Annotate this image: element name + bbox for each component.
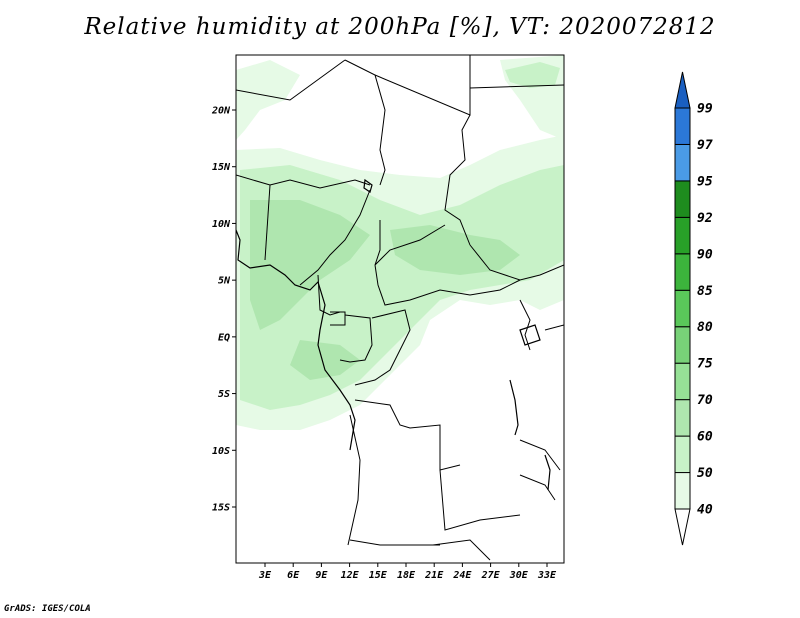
colorbar-segment [674, 326, 691, 364]
border-tanzania [519, 439, 561, 471]
plot-frame [235, 54, 565, 564]
lon-tick-label: 27E [481, 570, 501, 581]
border-nigeria-cameroon [299, 189, 371, 286]
colorbar-segment [674, 216, 691, 255]
border-southern [432, 539, 491, 561]
lon-tick-label: 33E [537, 570, 557, 581]
lat-tick-label: 10S [212, 446, 230, 457]
colorbar-label: 92 [697, 211, 713, 226]
humidity-band-northwest [236, 60, 300, 140]
lon-tick-label: 12E [341, 570, 360, 581]
humidity-shading [236, 55, 564, 430]
colorbar-label: 95 [697, 174, 713, 189]
lake-chad [363, 178, 373, 193]
border-chad-sudan [444, 114, 471, 246]
lon-tick-label: 30E [509, 570, 529, 581]
humidity-core-south [290, 340, 360, 380]
humidity-core-central [390, 225, 520, 275]
lat-tick-label: 10N [212, 219, 231, 230]
lon-tick-label: 9E [315, 570, 328, 581]
colorbar-label: 97 [697, 138, 713, 153]
colorbar-segment [674, 435, 691, 474]
border-algeria-niger [236, 59, 346, 101]
border-benin [264, 184, 271, 261]
lake-malawi [544, 454, 551, 491]
lat-tick-label: 5N [218, 276, 231, 287]
lat-tick-label: EQ [218, 332, 230, 343]
border-libya-sudan [469, 84, 564, 89]
chart-title: Relative humidity at 200hPa [%], VT: 202… [84, 14, 716, 40]
border-angola-coast [347, 414, 361, 546]
border-equatorial-guinea [330, 311, 346, 326]
country-borders [236, 55, 564, 561]
lon-tick-label: 3E [258, 570, 272, 581]
colorbar-segment [674, 180, 691, 218]
lon-tick-label: 24E [452, 570, 472, 581]
colorbar-segment [674, 399, 691, 437]
colorbar-label: 80 [697, 320, 713, 335]
border-drc-uganda [519, 299, 531, 351]
lat-tick-label: 20N [211, 106, 231, 117]
lat-tick-label: 15S [212, 503, 230, 514]
colorbar-arrow-high [674, 71, 691, 109]
border-angola-namibia [349, 539, 440, 546]
border-car-south [374, 264, 521, 306]
lake-tanganyika [509, 379, 519, 436]
lon-tick-label: 18E [397, 570, 416, 581]
colorbar-label: 85 [697, 284, 713, 299]
border-niger-nigeria [236, 174, 371, 189]
colorbar-segment [674, 362, 691, 401]
lon-tick-label: 15E [369, 570, 388, 581]
colorbar-segment [674, 472, 691, 510]
lat-tick-label: 5S [218, 389, 230, 400]
latitude-axis: 20N 15N 10N 5N EQ 5S 10S 15S [211, 106, 236, 514]
longitude-axis: 3E 6E 9E 12E 15E 18E 21E 24E 27E 30E 33E [258, 563, 557, 581]
border-gabon-congo [339, 314, 373, 363]
colorbar-segment [674, 253, 691, 291]
colorbar-segment [674, 289, 691, 328]
colorbar-segment [674, 143, 691, 182]
lon-tick-label: 6E [287, 570, 300, 581]
border-sudan-southsudan [469, 244, 564, 281]
border-drc-angola [354, 399, 461, 471]
border-angola-zambia [439, 469, 521, 531]
border-kenya [544, 324, 564, 331]
colorbar-label: 75 [697, 357, 713, 372]
colorbar: 40 50 60 70 75 80 85 90 92 95 97 99 [674, 71, 713, 546]
colorbar-label: 40 [697, 503, 713, 518]
border-zambia-mozambique [519, 474, 556, 501]
coastlines [236, 178, 551, 491]
humidity-core-west [250, 200, 370, 330]
humidity-patch-northeast [505, 62, 560, 88]
colorbar-arrow-low [674, 508, 691, 546]
colorbar-label: 60 [697, 430, 713, 445]
lon-tick-label: 21E [424, 570, 444, 581]
colorbar-segment [674, 107, 691, 145]
lake-victoria [519, 324, 541, 346]
west-coastline [236, 229, 356, 451]
border-chad-car [374, 220, 446, 266]
border-niger-chad [344, 59, 386, 186]
colorbar-label: 50 [697, 466, 713, 481]
border-chad-libya [374, 55, 471, 116]
colorbar-label: 99 [697, 102, 713, 117]
lat-tick-label: 15N [212, 162, 231, 173]
border-congo-drc [354, 309, 411, 386]
colorbar-label: 70 [697, 393, 713, 408]
border-cameroon-gabon [317, 274, 341, 316]
grads-credit: GrADS: IGES/COLA [4, 604, 91, 614]
colorbar-label: 90 [697, 247, 713, 262]
